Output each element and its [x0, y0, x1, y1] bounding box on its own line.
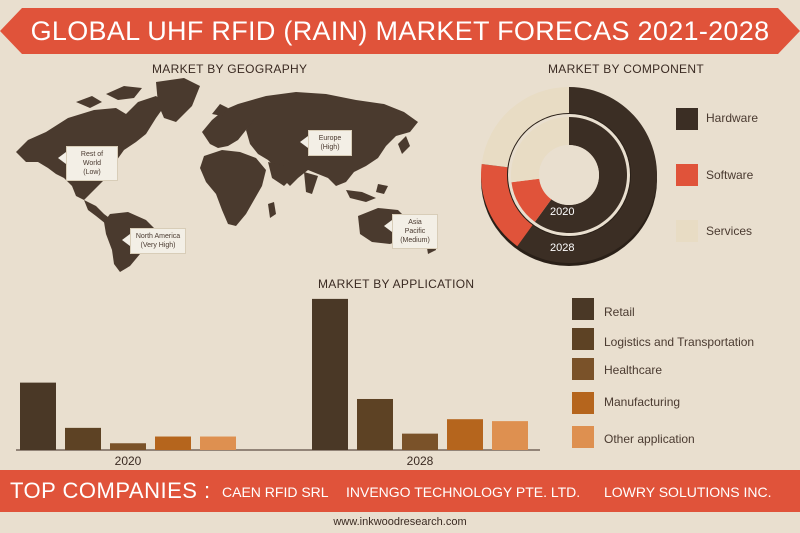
legend-swatch-healthcare: [572, 358, 594, 380]
x-tick-label: 2020: [115, 454, 142, 468]
component-donut-chart: [481, 87, 657, 266]
slice-software-2028: [481, 163, 533, 247]
legend-hardware: Hardware: [706, 111, 759, 125]
slice-services-2028: [481, 87, 569, 168]
bar-healthcare-2028: [402, 433, 438, 450]
callout-europe: Europe (High): [308, 130, 352, 156]
callout-rest-of-world: Rest of World (Low): [66, 146, 118, 181]
bar-other-application-2020: [200, 436, 236, 450]
callout-level: (Very High): [140, 242, 176, 249]
ring-label-2028: 2028: [550, 242, 575, 254]
legend-swatch-software: [676, 164, 698, 186]
title-banner: GLOBAL UHF RFID (RAIN) MARKET FORECAS 20…: [0, 8, 800, 54]
slice-hardware-2028: [517, 87, 657, 263]
callout-north-america: North America (Very High): [130, 228, 186, 254]
legend-logistics: Logistics and Transportation: [604, 335, 755, 349]
x-tick-label: 2028: [407, 454, 434, 468]
ring-2020: [511, 117, 627, 233]
callout-arrow: [58, 152, 66, 164]
callout-region: Rest of World: [80, 151, 104, 167]
legend-swatch-manufacturing: [572, 392, 594, 414]
callout-arrow: [384, 220, 392, 232]
callout-region: North America: [135, 233, 181, 240]
bar-healthcare-2020: [110, 443, 146, 450]
legend-swatch-other: [572, 426, 594, 448]
ring-label-2020: 2020: [550, 206, 575, 218]
callout-region: Asia Pacific: [404, 219, 426, 235]
legend-other: Other application: [604, 432, 695, 446]
callout-level: (Medium): [400, 237, 430, 244]
callout-level: (High): [320, 144, 340, 151]
bar-logistics-and-transportation-2028: [357, 398, 393, 450]
top-companies-banner: TOP COMPANIES : CAEN RFID SRL INVENGO TE…: [0, 470, 800, 512]
legend-services: Services: [706, 224, 753, 238]
legend-swatch-logistics: [572, 328, 594, 350]
bar-retail-2028: [312, 298, 348, 450]
company-invengo: INVENGO TECHNOLOGY PTE. LTD.: [346, 484, 581, 500]
legend-manufacturing: Manufacturing: [604, 395, 681, 409]
slice-software-2020: [511, 178, 552, 222]
website-link[interactable]: www.inkwoodresearch.com: [333, 516, 467, 528]
callout-asia-pacific: Asia Pacific (Medium): [392, 214, 438, 249]
bar-manufacturing-2028: [447, 419, 483, 450]
company-lowry: LOWRY SOLUTIONS INC.: [604, 484, 772, 500]
callout-arrow: [122, 234, 130, 246]
component-donut: 2020 2028: [478, 84, 660, 266]
component-label: MARKET BY COMPONENT: [548, 62, 704, 76]
geography-label: MARKET BY GEOGRAPHY: [152, 62, 308, 76]
page-title: GLOBAL UHF RFID (RAIN) MARKET FORECAS 20…: [30, 16, 770, 46]
callout-region: Europe: [318, 135, 342, 142]
legend-swatch-retail: [572, 298, 594, 320]
application-label: MARKET BY APPLICATION: [318, 277, 475, 291]
bar-retail-2020: [20, 382, 56, 450]
application-bar-chart: 2020 2028: [16, 298, 540, 468]
callout-arrow: [300, 136, 308, 148]
legend-swatch-services: [676, 220, 698, 242]
legend-retail: Retail: [604, 305, 635, 319]
title-banner-shape: [0, 8, 800, 54]
slice-services-2020: [511, 117, 569, 183]
top-companies-label: TOP COMPANIES :: [10, 478, 211, 503]
legend-healthcare: Healthcare: [604, 363, 663, 377]
bar-other-application-2028: [492, 421, 528, 450]
legend-swatch-hardware: [676, 108, 698, 130]
company-caen: CAEN RFID SRL: [222, 484, 329, 500]
donut-hole: [539, 145, 599, 205]
slice-hardware-2020: [534, 117, 627, 233]
bar-manufacturing-2020: [155, 436, 191, 450]
callout-level: (Low): [83, 169, 101, 176]
legend-software: Software: [706, 168, 754, 182]
bar-logistics-and-transportation-2020: [65, 427, 101, 450]
